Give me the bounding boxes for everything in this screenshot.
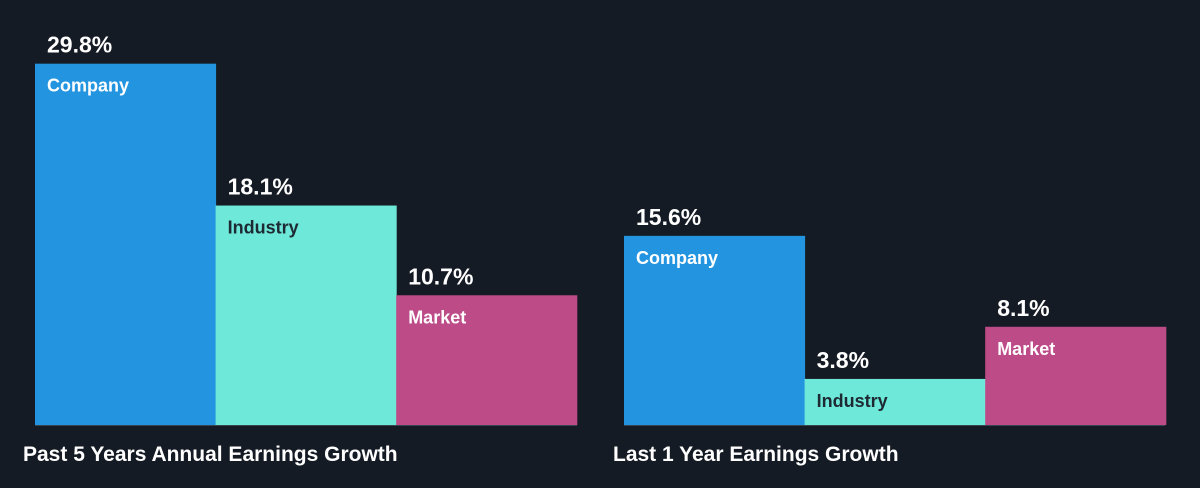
category-label-market-5-year: Market — [408, 307, 466, 327]
chart-title-5-year: Past 5 Years Annual Earnings Growth — [23, 443, 398, 466]
category-label-company-5-year: Company — [47, 76, 129, 96]
bar-company-5-year — [35, 63, 217, 426]
value-label-industry-1-year: 3.8% — [817, 347, 869, 373]
chart-1-year-svg: 15.6% Company 3.8% Industry 8.1% Market — [624, 204, 1167, 426]
value-label-industry-5-year: 18.1% — [228, 174, 293, 200]
chart-panel-5-year: 29.8% Company 18.1% Industry 10.7% Market Pas… — [23, 0, 578, 488]
category-label-industry-5-year: Industry — [228, 218, 299, 238]
category-label-company-1-year: Company — [636, 248, 718, 268]
value-label-market-1-year: 8.1% — [997, 295, 1049, 321]
category-label-industry-1-year: Industry — [817, 391, 888, 411]
bar-company-1-year — [624, 235, 806, 425]
value-label-market-5-year: 10.7% — [408, 263, 473, 289]
bar-market-5-year — [396, 295, 578, 425]
value-label-company-1-year: 15.6% — [636, 204, 701, 230]
chart-panel-1-year: 15.6% Company 3.8% Industry 8.1% Market Last … — [613, 0, 1167, 488]
bar-industry-5-year — [215, 205, 397, 425]
value-label-company-5-year: 29.8% — [47, 32, 112, 58]
bar-market-1-year — [985, 326, 1167, 425]
bar-industry-1-year — [804, 378, 986, 425]
chart-5-year-svg: 29.8% Company 18.1% Industry 10.7% Market — [35, 32, 578, 426]
category-label-market-1-year: Market — [997, 339, 1055, 359]
chart-title-1-year: Last 1 Year Earnings Growth — [613, 443, 899, 466]
